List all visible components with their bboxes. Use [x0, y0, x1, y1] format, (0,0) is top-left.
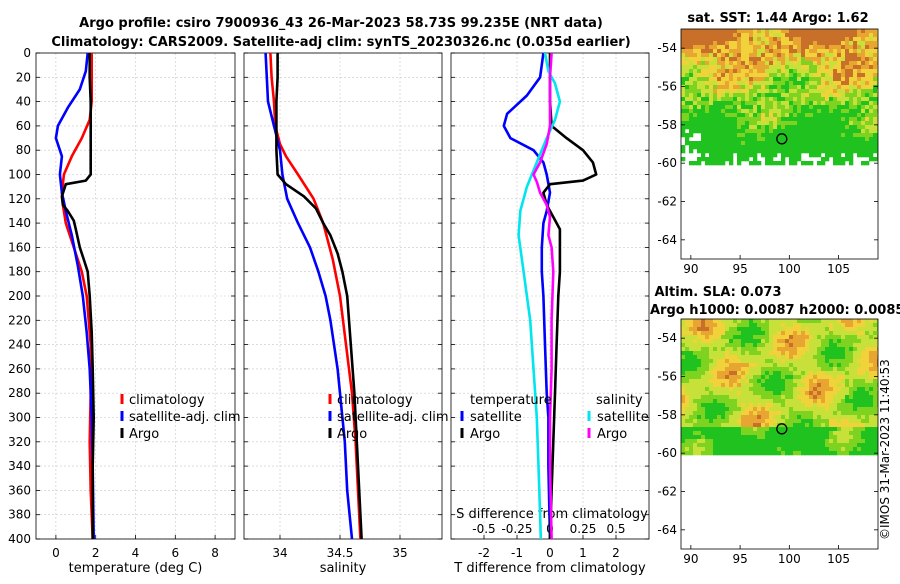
map-y-tick-label: -62 — [657, 195, 677, 209]
x2-tick-label: -0.25 — [501, 522, 532, 536]
legend-label: Argo — [337, 427, 367, 442]
map-y-tick-label: -60 — [657, 156, 677, 170]
series-line-s-argo — [532, 53, 555, 539]
y-tick-label: 340 — [8, 459, 31, 473]
legend-label: Argo — [129, 427, 159, 442]
map-x-tick-label: 100 — [778, 552, 801, 566]
legend-label: Argo — [470, 427, 500, 442]
y-tick-label: 160 — [8, 240, 31, 254]
y-tick-label: 320 — [8, 435, 31, 449]
legend-label: satellite — [597, 410, 649, 425]
x-tick-label: 0 — [52, 546, 60, 560]
map-x-tick-label: 95 — [732, 262, 747, 276]
argo-location-marker — [776, 133, 788, 145]
x-tick-label: 4 — [132, 546, 140, 560]
legend-title-temperature: temperature — [470, 393, 552, 408]
x-axis-label: temperature (deg C) — [69, 561, 203, 576]
sst-map-title: sat. SST: 1.44 Argo: 1.62 — [687, 11, 868, 26]
sla-map: Altim. SLA: 0.073 Argo h1000: 0.0087 h20… — [650, 285, 900, 566]
series-line-s-satellite — [517, 53, 562, 539]
x-tick-label: 34 — [272, 546, 287, 560]
legend-label: climatology — [129, 393, 205, 408]
map-y-tick-label: -58 — [657, 118, 677, 132]
legend-title-salinity: salinity — [596, 393, 643, 408]
x-tick-label: 2 — [92, 546, 100, 560]
map-y-tick-label: -58 — [657, 408, 677, 422]
sla-map-title2: Argo h1000: 0.0087 h2000: 0.0085 — [650, 303, 900, 318]
map-y-tick-label: -60 — [657, 446, 677, 460]
y-tick-label: 380 — [8, 508, 31, 522]
sst-heatmap-cells — [681, 29, 878, 166]
x-axis-label: T difference from climatology — [453, 561, 646, 576]
legend-label: satellite-adj. clim — [337, 410, 449, 425]
y-tick-label: 280 — [8, 386, 31, 400]
legend-label: satellite — [470, 410, 522, 425]
y-tick-label: 180 — [8, 265, 31, 279]
figure-title-line1: Argo profile: csiro 7900936_43 26-Mar-20… — [79, 16, 603, 31]
map-x-tick-label: 105 — [827, 262, 850, 276]
x2-tick-label: -0.5 — [472, 522, 495, 536]
map-y-tick-label: -56 — [657, 80, 677, 94]
y-tick-label: 0 — [23, 46, 31, 60]
map-x-tick-label: 90 — [683, 552, 698, 566]
map-y-tick-label: -54 — [657, 331, 677, 345]
map-x-tick-label: 100 — [778, 262, 801, 276]
x2-tick-label: 0.5 — [606, 522, 625, 536]
x-tick-label: -2 — [478, 546, 490, 560]
x-tick-label: 2 — [612, 546, 620, 560]
x-tick-label: 6 — [171, 546, 179, 560]
y-tick-label: 200 — [8, 289, 31, 303]
temperature-panel: 0204060801001201401601802002202402602803… — [8, 46, 241, 576]
y-tick-label: 360 — [8, 483, 31, 497]
y-tick-label: 140 — [8, 216, 31, 230]
map-y-tick-label: -62 — [657, 485, 677, 499]
y-tick-label: 400 — [8, 532, 31, 546]
map-x-tick-label: 90 — [683, 262, 698, 276]
y-tick-label: 20 — [16, 70, 31, 84]
figure-title-line2: Climatology: CARS2009. Satellite-adj cli… — [51, 35, 630, 50]
sst-map: sat. SST: 1.44 Argo: 1.62 -54 -56 -58 -60 -6… — [657, 11, 879, 276]
sla-heatmap-cells — [681, 319, 878, 456]
map-y-tick-label: -64 — [657, 233, 677, 247]
y-tick-label: 240 — [8, 338, 31, 352]
map-y-tick-label: -56 — [657, 370, 677, 384]
series-line-argo — [275, 53, 363, 539]
x2-tick-label: 0.25 — [570, 522, 597, 536]
map-y-tick-label: -54 — [657, 41, 677, 55]
legend-label: climatology — [337, 393, 413, 408]
salinity-panel: 34 34.5 35 salinity climatology satellite-adj… — [243, 52, 449, 576]
argo-location-marker — [776, 423, 788, 435]
x-tick-label: 1 — [579, 546, 587, 560]
x-axis-label: salinity — [320, 561, 367, 576]
x-tick-label: 35 — [392, 546, 407, 560]
y-tick-label: 120 — [8, 192, 31, 206]
x-tick-label: 34.5 — [327, 546, 354, 560]
y-tick-label: 60 — [16, 119, 31, 133]
sla-map-title: Altim. SLA: 0.073 — [655, 285, 782, 300]
map-y-tick-label: -64 — [657, 523, 677, 537]
legend-label: Argo — [597, 427, 627, 442]
imos-timestamp: ©IMOS 31-Mar-2023 11:40:53 — [878, 359, 892, 540]
x-tick-label: -1 — [511, 546, 523, 560]
y-tick-label: 220 — [8, 313, 31, 327]
series-line-t-satellite — [502, 53, 552, 539]
series-line-argo — [60, 53, 95, 539]
y-tick-label: 40 — [16, 95, 31, 109]
y-tick-label: 300 — [8, 411, 31, 425]
y-tick-label: 100 — [8, 168, 31, 182]
x-tick-label: 0 — [546, 546, 554, 560]
map-x-tick-label: 95 — [732, 552, 747, 566]
x-tick-label: 8 — [211, 546, 219, 560]
y-tick-label: 260 — [8, 362, 31, 376]
y-tick-label: 80 — [16, 143, 31, 157]
map-x-tick-label: 105 — [827, 552, 850, 566]
legend-label: satellite-adj. clim — [129, 410, 241, 425]
